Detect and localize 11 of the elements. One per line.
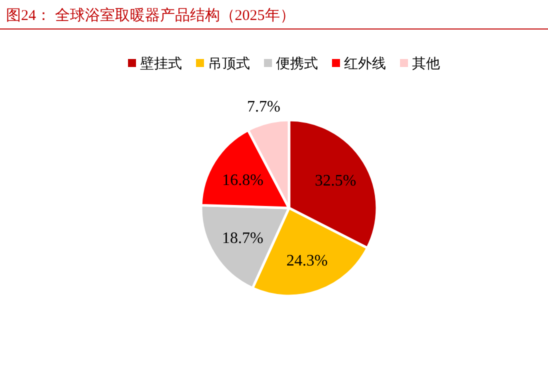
legend-label: 红外线 <box>344 56 386 72</box>
title: 图24： 全球浴室取暖器产品结构（2025年） <box>6 8 295 24</box>
data-label: 7.7% <box>247 98 280 116</box>
data-label: 32.5% <box>314 172 356 190</box>
legend-label: 便携式 <box>276 56 318 72</box>
legend-label: 壁挂式 <box>140 56 182 72</box>
data-label: 16.8% <box>222 172 264 190</box>
legend-label: 吊顶式 <box>208 56 250 72</box>
data-label: 24.3% <box>286 252 328 270</box>
legend-label: 其他 <box>412 56 440 72</box>
data-label: 18.7% <box>222 230 264 247</box>
